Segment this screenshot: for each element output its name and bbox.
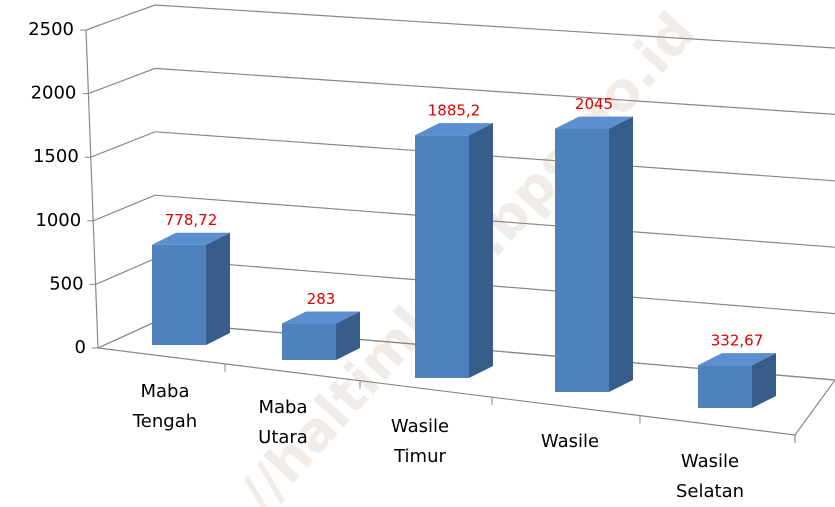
bar-front xyxy=(415,135,469,378)
x-tick-label: Wasile Selatan xyxy=(676,451,744,502)
y-tick-label: 2000 xyxy=(31,83,77,104)
y-tick-label: 500 xyxy=(49,273,83,294)
bar-side xyxy=(609,116,633,392)
value-label: 778,72 xyxy=(165,211,218,229)
y-tick-label: 2500 xyxy=(28,19,74,40)
bar-front xyxy=(152,244,206,345)
y-tick-label: 1000 xyxy=(35,210,81,231)
bar-top xyxy=(282,311,360,324)
x-tick-label: Maba Tengah xyxy=(132,381,197,432)
bar-side xyxy=(336,311,360,360)
y-tick-label: 1500 xyxy=(33,146,79,167)
bar-front xyxy=(282,323,336,360)
value-label: 283 xyxy=(307,290,336,308)
bar-top xyxy=(698,353,776,366)
bar xyxy=(555,116,633,392)
bar xyxy=(415,123,493,378)
bar-top xyxy=(555,116,633,129)
x-tick-label: Maba Utara xyxy=(258,397,308,448)
x-tick-label: Wasile xyxy=(541,431,599,452)
x-tick-label: Wasile Timur xyxy=(391,416,449,467)
y-axis xyxy=(85,29,99,349)
bar-side xyxy=(469,123,493,378)
value-label: 2045 xyxy=(575,95,613,113)
value-label: 1885,2 xyxy=(428,102,481,120)
bar-side xyxy=(206,232,230,345)
bar-front xyxy=(698,365,752,408)
bar-front xyxy=(555,128,609,392)
bar xyxy=(282,311,360,360)
bar-top xyxy=(415,123,493,136)
bar-side xyxy=(752,353,776,408)
bar xyxy=(698,353,776,408)
grid-line xyxy=(88,67,835,115)
bar-top xyxy=(152,232,230,245)
value-label: 332,67 xyxy=(711,332,764,350)
bar xyxy=(152,232,230,345)
grid-line xyxy=(85,4,835,49)
y-tick-label: 0 xyxy=(75,337,86,358)
